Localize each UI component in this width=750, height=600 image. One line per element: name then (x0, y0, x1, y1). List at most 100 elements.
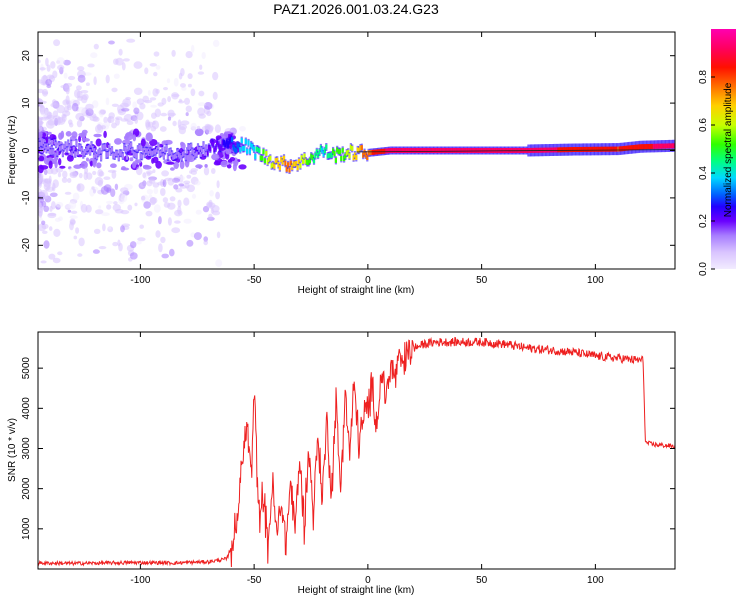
spectrogram-noise-blob (153, 204, 161, 213)
spectrogram-ridge-cell (143, 151, 146, 157)
spectrogram-noise-blob (132, 161, 137, 169)
spectrogram-heatmap (38, 38, 675, 267)
snr-x-tick-label: 0 (365, 575, 371, 586)
spectrogram-ridge-cell (393, 148, 396, 153)
spectrogram-ridge-cell (251, 144, 254, 149)
spectrogram-ridge-cell (621, 146, 624, 152)
spectrogram-ridge-cell (124, 147, 127, 153)
spectrogram-noise-blob (55, 167, 64, 173)
spectrogram-ridge-cell (412, 148, 415, 153)
spectrogram-noise-blob (53, 39, 61, 47)
spectrogram-ridge-cell (52, 149, 55, 155)
spectrogram-noise-blob (185, 105, 192, 113)
spectrogram-noise-blob (98, 205, 102, 209)
spectrogram-ridge-cell (669, 143, 672, 149)
spectrogram-noise-blob (225, 148, 232, 155)
spectrogram-noise-blob (110, 163, 117, 168)
snr-y-tick-label: 4000 (21, 397, 32, 420)
spectrogram-noise-blob (64, 204, 74, 209)
spectrogram-ridge-cell (351, 145, 354, 151)
spectrogram-ridge-cell (353, 152, 357, 158)
spectrogram-ridge-cell (108, 144, 111, 150)
spectrogram-noise-blob (60, 84, 70, 89)
spectrogram-noise-blob (93, 43, 99, 50)
spectrogram-ridge-cell (558, 147, 561, 153)
colorbar-ticks: 0.0 0.2 0.4 0.6 0.8 (698, 70, 715, 276)
spectrogram-noise-blob (61, 114, 67, 122)
spectrogram-noise-blob (97, 123, 102, 131)
spectrogram-noise-blob (38, 223, 47, 232)
spectrogram-noise-blob (106, 200, 113, 205)
spectrogram-ridge-cell (120, 150, 123, 156)
spectrogram-noise-blob (153, 51, 160, 57)
spectrogram-noise-blob (64, 191, 72, 195)
spectrogram-ridge-cell (415, 148, 418, 153)
spectrogram-ridge-cell (439, 148, 443, 153)
spectrogram-noise-blob (129, 252, 138, 260)
spectrogram-ridge-cell (284, 160, 287, 166)
snr-ticks: -100 -50 0 50 100 1000 2000 3000 4000 5000 (21, 332, 675, 586)
spectrogram-ridge-cell (85, 148, 88, 154)
spectrogram-noise-blob (180, 68, 185, 77)
spectrogram-ridge-cell (465, 148, 468, 153)
spectrogram-noise-blob (41, 220, 46, 225)
spectrogram-ridge-cell (64, 142, 67, 148)
spectrogram-ridge-cell (95, 153, 99, 159)
spectrogram-ridge-cell (304, 158, 307, 164)
spectrogram-ridge-cell (616, 146, 619, 152)
snr-x-tick-label: -100 (130, 575, 150, 586)
spectrogram-ridge-cell (217, 142, 220, 148)
spectrogram-noise-blob (159, 126, 167, 132)
spectrogram-noise-blob (45, 134, 49, 144)
spectrogram-ridge-cell (617, 146, 620, 152)
spectrogram-ridge-cell (390, 148, 393, 153)
spectrogram-noise-blob (98, 246, 107, 250)
spectrogram-x-tick-label: -100 (130, 275, 150, 286)
spectrogram-noise-blob (108, 40, 115, 45)
spectrogram-noise-blob (160, 112, 168, 117)
spectrogram-ridge-cell (550, 147, 553, 153)
spectrogram-ridge-cell (321, 147, 324, 153)
spectrogram-ridge-cell (269, 155, 272, 161)
spectrogram-noise-blob (70, 210, 78, 214)
spectrogram-y-tick-label: 10 (21, 97, 32, 109)
spectrogram-noise-blob (40, 260, 47, 264)
spectrogram-ridge-cell (226, 142, 230, 148)
spectrogram-ridge-cell (211, 141, 215, 147)
spectrogram-ridge-cell (255, 146, 258, 152)
spectrogram-ridge-cell (71, 150, 74, 156)
spectrogram-noise-blob (191, 44, 195, 54)
spectrogram-x-tick-label: 50 (476, 275, 488, 286)
spectrogram-ridge-cell (643, 144, 646, 150)
spectrogram-noise-blob (229, 157, 236, 162)
colorbar-tick-label: 0.8 (698, 70, 709, 84)
spectrogram-ridge-cell (183, 151, 186, 156)
spectrogram-noise-blob (139, 103, 146, 110)
spectrogram-ridge-cell (600, 146, 604, 152)
spectrogram-noise-blob (77, 66, 85, 72)
spectrogram-ridge-cell (591, 146, 594, 152)
spectrogram-noise-blob (157, 102, 164, 107)
spectrogram-noise-blob (167, 116, 172, 121)
spectrogram-noise-blob (38, 217, 43, 222)
spectrogram-ridge-cell (482, 148, 485, 153)
spectrogram-ridge-cell (270, 163, 273, 169)
spectrogram-noise-blob (114, 183, 119, 190)
spectrogram-ridge-cell (240, 138, 243, 144)
spectrogram-ridge-cell (624, 145, 627, 151)
snr-y-axis-label: SNR (10 * v/v) (7, 418, 18, 482)
spectrogram-ridge-cell (543, 147, 546, 153)
spectrogram-noise-blob (208, 213, 213, 220)
colorbar-gradient (711, 29, 736, 269)
spectrogram-ridge-cell (385, 148, 388, 154)
spectrogram-noise-blob (81, 138, 90, 142)
spectrogram-ridge-cell (221, 140, 224, 146)
spectrogram-ridge-cell (394, 148, 397, 153)
spectrogram-ridge-cell (358, 147, 361, 153)
spectrogram-ridge-cell (329, 152, 332, 158)
snr-y-tick-label: 5000 (21, 357, 32, 380)
spectrogram-noise-blob (105, 97, 110, 106)
spectrogram-noise-blob (130, 241, 137, 249)
spectrogram-noise-blob (212, 91, 218, 100)
spectrogram-noise-blob (203, 166, 210, 176)
